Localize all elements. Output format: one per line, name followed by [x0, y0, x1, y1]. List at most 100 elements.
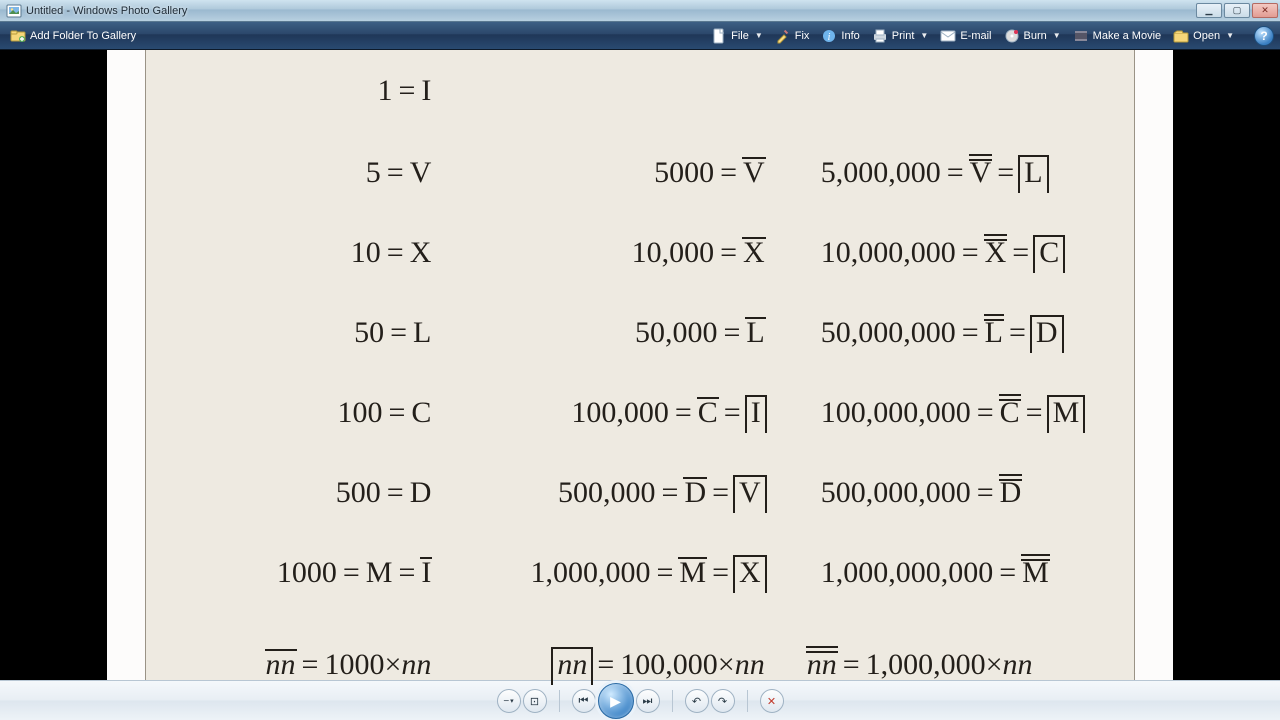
equals-sign: = — [941, 156, 970, 190]
make-a-movie-menu[interactable]: Make a Movie — [1069, 26, 1169, 46]
chevron-down-icon: ▼ — [755, 31, 763, 40]
print-icon — [872, 28, 888, 44]
next-button[interactable]: ⏭ — [636, 689, 660, 713]
roman-symbol: M — [366, 558, 393, 588]
equals-sign: = — [706, 556, 735, 590]
print-menu[interactable]: Print▼ — [868, 26, 937, 46]
file-icon — [711, 28, 727, 44]
equals-sign: = — [382, 396, 411, 430]
minimize-button[interactable]: ▁ — [1196, 3, 1222, 18]
legend-cell: nn=100,000×nn — [453, 648, 786, 682]
roman-symbol: D — [684, 478, 706, 508]
equals-sign: = — [381, 236, 410, 270]
prev-button[interactable]: ⏮ — [572, 689, 596, 713]
roman-symbol: V — [970, 158, 992, 188]
email-icon — [940, 28, 956, 44]
roman-symbol: D — [1032, 318, 1062, 348]
rotate-ccw-button[interactable]: ↶ — [685, 689, 709, 713]
app-icon — [6, 3, 22, 19]
roman-symbol: V — [410, 158, 432, 188]
legend-var: nn — [735, 650, 765, 680]
titlebar: Untitled - Windows Photo Gallery ▁ ▢ ✕ — [0, 0, 1280, 22]
roman-symbol: I — [747, 398, 765, 428]
arabic-number: 50,000,000 — [821, 316, 956, 350]
table-cell: 1000=M=I — [146, 556, 453, 590]
equals-sign: = — [651, 556, 680, 590]
arabic-number: 10,000,000 — [821, 236, 956, 270]
equals-sign: = — [971, 396, 1000, 430]
movie-icon — [1073, 28, 1089, 44]
fit-button[interactable]: ⊡ — [523, 689, 547, 713]
help-button[interactable]: ? — [1254, 26, 1274, 46]
equals-sign: = — [591, 648, 620, 682]
legend-text: 1,000,000× — [866, 648, 1003, 682]
equals-sign: = — [381, 476, 410, 510]
table-row: 100=C100,000=C=I100,000,000=C=M — [146, 396, 1134, 430]
add-folder-button[interactable]: Add Folder To Gallery — [6, 26, 144, 46]
arabic-number: 10 — [351, 236, 381, 270]
table-cell: 1=I — [146, 74, 453, 108]
svg-text:i: i — [828, 32, 831, 43]
close-button[interactable]: ✕ — [1252, 3, 1278, 18]
arabic-number: 500,000,000 — [821, 476, 971, 510]
equals-sign: = — [384, 316, 413, 350]
equals-sign: = — [1006, 236, 1035, 270]
roman-symbol: I — [421, 558, 431, 588]
roman-symbol: L — [413, 318, 431, 348]
legend-text: 1000× — [324, 648, 401, 682]
maximize-button[interactable]: ▢ — [1224, 3, 1250, 18]
table-cell: 10,000=X — [453, 236, 786, 270]
arabic-number: 100 — [337, 396, 382, 430]
table-cell: 100=C — [146, 396, 453, 430]
command-bar: Add Folder To Gallery File▼FixiInfoPrint… — [0, 22, 1280, 50]
table-cell: 500=D — [146, 476, 453, 510]
arabic-number: 100,000 — [571, 396, 669, 430]
roman-symbol: X — [985, 238, 1007, 268]
arabic-number: 10,000 — [632, 236, 715, 270]
cmd-label: Open — [1193, 30, 1220, 42]
play-button[interactable]: ▶ — [598, 683, 634, 719]
roman-symbol: C — [698, 398, 718, 428]
fix-menu[interactable]: Fix — [771, 26, 818, 46]
legend-text: 100,000× — [620, 648, 734, 682]
roman-symbol: X — [735, 558, 765, 588]
zoom-out-button[interactable]: −▾ — [497, 689, 521, 713]
equals-sign: = — [718, 396, 747, 430]
roman-symbol: X — [410, 238, 432, 268]
cmd-label: E-mail — [960, 30, 991, 42]
equals-sign: = — [993, 556, 1022, 590]
table-cell: 50,000=L — [453, 316, 786, 350]
open-icon — [1173, 28, 1189, 44]
roman-symbol: nn — [553, 650, 591, 680]
equals-sign: = — [669, 396, 698, 430]
info-menu[interactable]: iInfo — [817, 26, 867, 46]
roman-symbol: nn — [266, 650, 296, 680]
roman-symbol: C — [1035, 238, 1063, 268]
e-mail-menu[interactable]: E-mail — [936, 26, 999, 46]
table-row: 1000=M=I1,000,000=M=X1,000,000,000=M — [146, 556, 1134, 590]
equals-sign: = — [714, 236, 743, 270]
info-icon: i — [821, 28, 837, 44]
burn-icon — [1004, 28, 1020, 44]
arabic-number: 5 — [366, 156, 381, 190]
table-row: 5=V5000=V5,000,000=V=L — [146, 156, 1134, 190]
equals-sign: = — [656, 476, 685, 510]
burn-menu[interactable]: Burn▼ — [1000, 26, 1069, 46]
roman-symbol: L — [746, 318, 764, 348]
file-menu[interactable]: File▼ — [707, 26, 771, 46]
table-cell: 50=L — [146, 316, 453, 350]
arabic-number: 1000 — [277, 556, 337, 590]
legend-cell: nn=1000×nn — [146, 648, 453, 682]
open-menu[interactable]: Open▼ — [1169, 26, 1242, 46]
equals-sign: = — [1020, 396, 1049, 430]
table-cell: 10=X — [146, 236, 453, 270]
table-cell: 1,000,000,000=M — [787, 556, 1134, 590]
legend-var: nn — [1003, 650, 1033, 680]
document-content: 1=I5=V5000=V5,000,000=V=L10=X10,000=X10,… — [145, 50, 1135, 680]
table-row: 500=D500,000=D=V500,000,000=D — [146, 476, 1134, 510]
rotate-cw-button[interactable]: ↷ — [711, 689, 735, 713]
arabic-number: 500,000 — [558, 476, 656, 510]
delete-button[interactable]: ✕ — [760, 689, 784, 713]
table-cell: 5000=V — [453, 156, 786, 190]
arabic-number: 100,000,000 — [821, 396, 971, 430]
